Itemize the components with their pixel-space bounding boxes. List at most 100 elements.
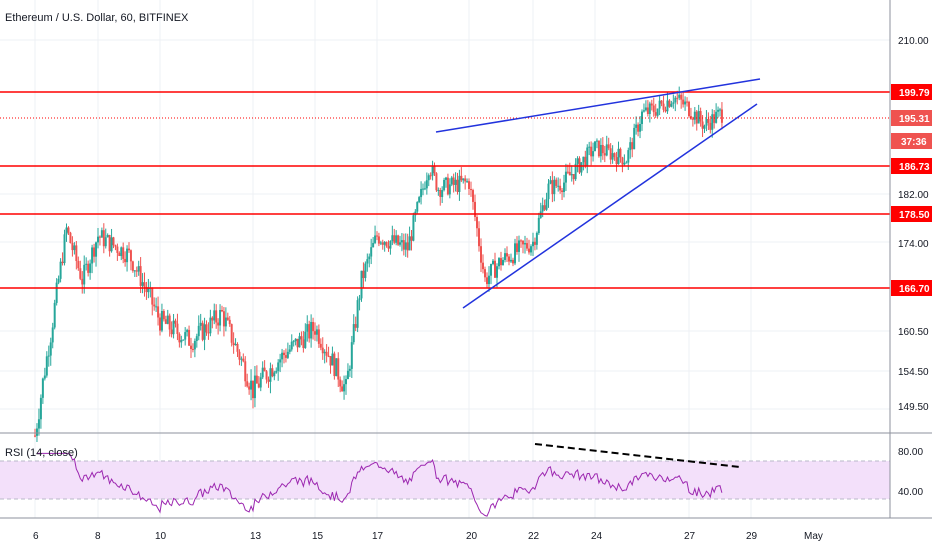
price-tick: 160.50 (898, 327, 929, 338)
candle-body (263, 367, 266, 372)
candle-body (514, 243, 516, 264)
candle-body (87, 263, 90, 273)
time-tick: 27 (684, 531, 696, 542)
candle-body (448, 184, 451, 195)
symbol-title: Ethereum / U.S. Dollar, 60, BITFINEX (5, 12, 189, 24)
candle-body (211, 317, 214, 321)
candle-body (468, 181, 470, 189)
badge-199-79 (891, 84, 932, 100)
rsi-axis[interactable]: 80.00 40.00 (898, 447, 923, 498)
candle-body (387, 246, 390, 249)
candle-body (397, 235, 400, 245)
badge-178-50-label: 178.50 (899, 210, 930, 221)
candle-body (472, 190, 474, 202)
candle-body (381, 242, 384, 245)
candle-body (480, 246, 482, 263)
candle-body (255, 375, 258, 384)
candle-body (261, 367, 264, 378)
candle-body (594, 141, 596, 152)
candle-body (654, 112, 657, 116)
candle-body (104, 237, 107, 247)
candle-body (333, 353, 336, 377)
time-axis[interactable]: 6 8 10 13 15 17 20 22 24 27 29 May (33, 531, 823, 542)
candle-body (215, 310, 218, 323)
candle-body (354, 324, 357, 328)
candle-body (470, 188, 472, 191)
candle-body (466, 181, 469, 183)
candle-body (572, 174, 575, 180)
candle-body (95, 242, 98, 257)
candle-body (360, 270, 363, 299)
candle-body (348, 368, 351, 371)
candle-body (273, 372, 276, 377)
candle-body (37, 419, 40, 429)
candle-body (427, 175, 430, 181)
candle-body (535, 232, 538, 245)
candle-body (327, 355, 330, 357)
time-tick: 6 (33, 531, 39, 542)
candle-body (512, 259, 514, 264)
candle-body (118, 252, 121, 257)
candle-body (257, 383, 260, 388)
price-tick: 154.50 (898, 367, 929, 378)
candle-body (566, 171, 569, 173)
candle-body (53, 302, 56, 328)
candle-body (129, 250, 132, 262)
candle-body (676, 97, 679, 99)
candle-body (642, 110, 645, 112)
candle-body (253, 375, 256, 399)
candle-body (240, 358, 243, 360)
price-axis[interactable]: 210.00 182.00 174.00 160.50 154.50 149.5… (898, 36, 929, 413)
candle-body (370, 247, 373, 257)
candle-body (184, 332, 187, 340)
candle-body (693, 111, 696, 120)
candle-body (697, 111, 700, 124)
badge-199-79-label: 199.79 (899, 88, 930, 99)
candle-body (366, 259, 369, 264)
candle-body (339, 379, 342, 387)
candle-body (219, 309, 222, 326)
candle-body (269, 368, 272, 382)
candle-body (356, 300, 359, 328)
candle-body (39, 397, 42, 420)
candle-body (689, 116, 692, 119)
candle-body (242, 358, 245, 362)
candle-body (720, 109, 723, 123)
candle-body (418, 197, 421, 203)
candle-body (711, 114, 714, 130)
candle-body (429, 175, 432, 177)
candle-body (385, 242, 388, 247)
horizontal-levels[interactable] (0, 91, 890, 289)
candle-body (85, 263, 88, 265)
trend-lines[interactable] (435, 78, 761, 309)
candle-body (603, 153, 606, 156)
candle-body (368, 256, 371, 260)
candle-body (337, 358, 340, 380)
candle-body (244, 361, 247, 382)
candle-body (197, 325, 200, 337)
candle-body (658, 100, 661, 109)
wedge-upper-trendline[interactable] (435, 78, 761, 133)
candle-body (69, 232, 72, 244)
rsi-pane[interactable]: RSI (14, close) (0, 443, 890, 517)
candle-body (170, 329, 173, 335)
candle-body (547, 183, 550, 200)
candle-body (580, 162, 583, 173)
candle-body (377, 236, 380, 244)
candle-body (393, 235, 396, 243)
candle-body (584, 156, 587, 167)
candle-body (699, 111, 702, 122)
candle-body (267, 379, 270, 382)
candle-body (172, 320, 175, 335)
candle-body (47, 355, 50, 357)
wedge-lower-trendline[interactable] (462, 103, 758, 309)
candle-body (43, 375, 46, 379)
candle-body (75, 245, 78, 261)
rsi-divergence-line[interactable] (534, 443, 741, 468)
candle-body (425, 180, 428, 189)
candle-body (666, 100, 669, 112)
candle-body (637, 124, 640, 132)
badge-last-price (891, 110, 932, 126)
candles (34, 86, 723, 442)
